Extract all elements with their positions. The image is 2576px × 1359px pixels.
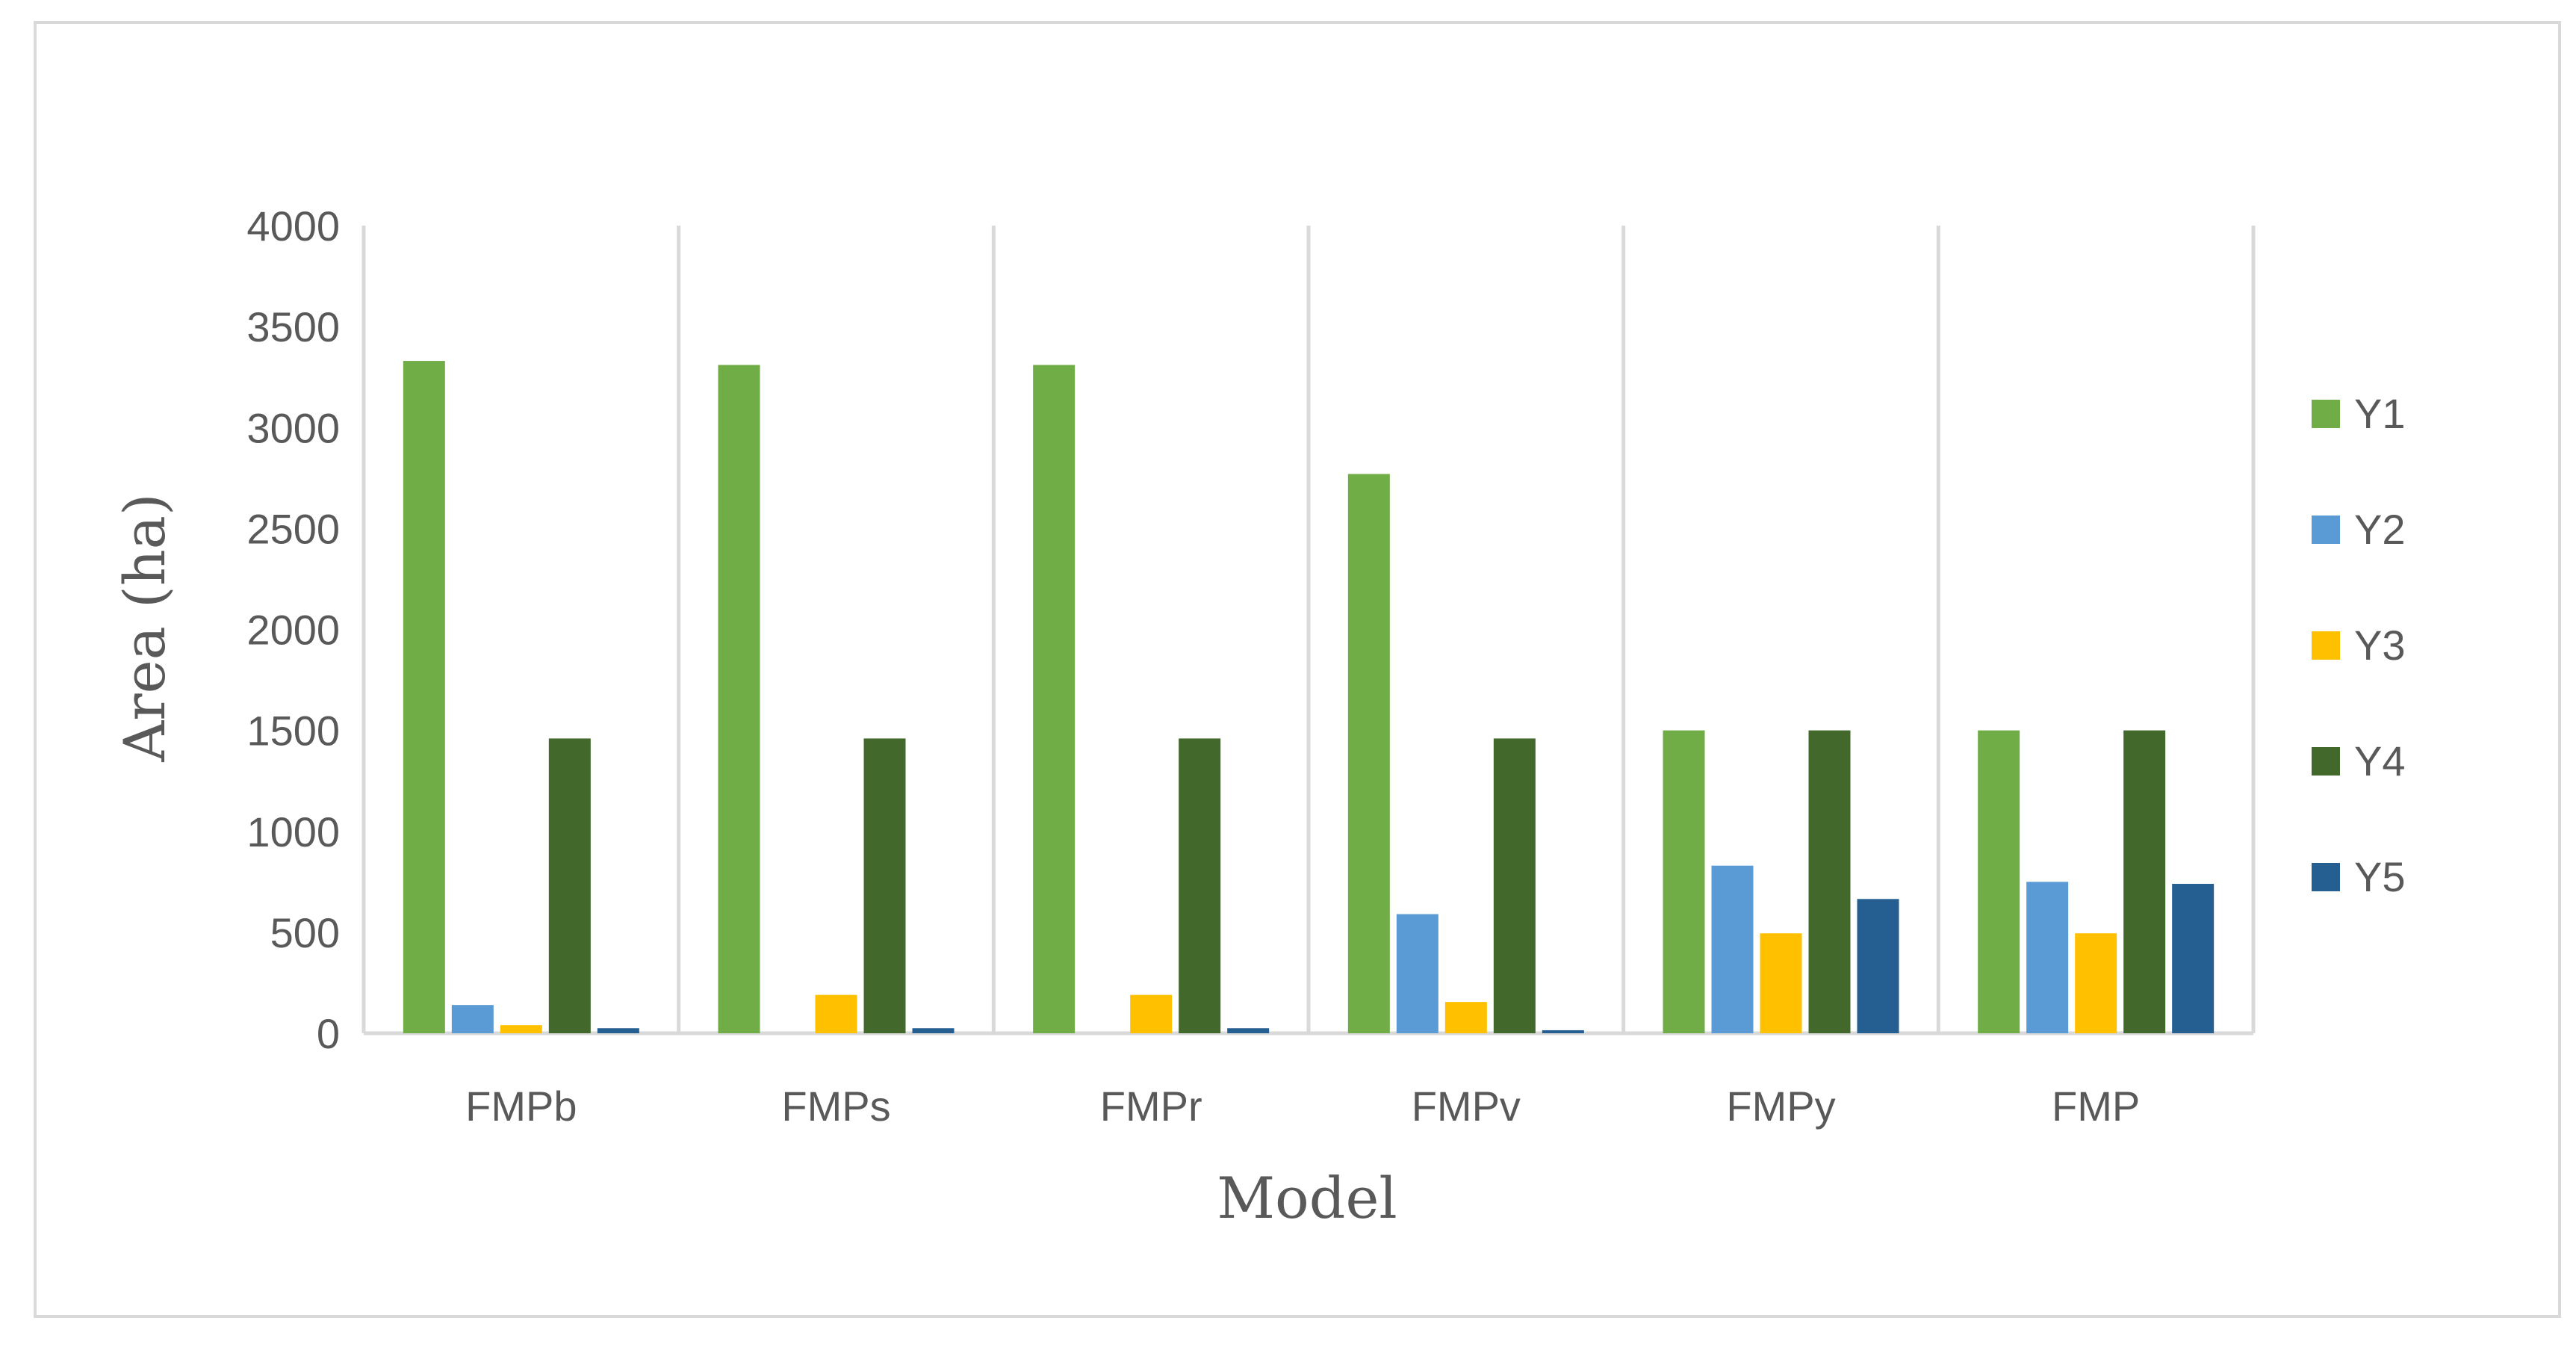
bar-y1-fmpy (1663, 730, 1705, 1033)
chart-frame: 0 500 1000 1500 2000 2500 3000 3500 4000 FMPb FMP… (34, 21, 2561, 1318)
x-tick-label: FMPy (1726, 1083, 1835, 1130)
legend-swatch-y4 (2312, 747, 2340, 776)
bar-y5-fmp (2172, 884, 2215, 1033)
bar-y3-fmpv (1444, 1002, 1487, 1033)
legend-label-y3: Y3 (2354, 622, 2406, 669)
x-tick-label: FMP (2052, 1083, 2140, 1130)
bar-y1-fmpr (1033, 365, 1076, 1033)
legend: Y1 Y2 Y3 Y4 Y5 (2312, 390, 2406, 900)
bars (403, 361, 2215, 1033)
legend-swatch-y3 (2312, 631, 2340, 660)
bar-y3-fmpb (500, 1025, 542, 1033)
bar-y2-fmp (2026, 882, 2069, 1033)
y-tick-label: 3000 (246, 404, 340, 451)
bar-y4-fmpv (1493, 738, 1536, 1033)
legend-label-y5: Y5 (2354, 853, 2406, 900)
bar-y3-fmpy (1760, 933, 1802, 1033)
bar-y5-fmps (912, 1028, 955, 1033)
y-tick-label: 2000 (246, 607, 340, 654)
y-tick-label: 1000 (246, 808, 340, 855)
bar-y4-fmpy (1808, 730, 1851, 1033)
bar-y1-fmp (1978, 730, 2020, 1033)
y-axis-ticks: 0 500 1000 1500 2000 2500 3000 3500 4000 (246, 202, 340, 1057)
y-tick-label: 1500 (246, 708, 340, 755)
legend-label-y4: Y4 (2354, 737, 2406, 784)
legend-label-y1: Y1 (2354, 390, 2406, 437)
legend-swatch-y1 (2312, 400, 2340, 428)
bar-y4-fmpb (548, 738, 591, 1033)
bar-y5-fmpb (597, 1028, 639, 1033)
legend-label-y2: Y2 (2354, 506, 2406, 553)
bar-y2-fmpy (1711, 865, 1754, 1033)
x-tick-label: FMPb (465, 1083, 577, 1130)
bar-y4-fmpr (1179, 738, 1221, 1033)
bar-y5-fmpv (1542, 1030, 1584, 1033)
bar-y5-fmpr (1227, 1028, 1270, 1033)
x-tick-label: FMPr (1100, 1083, 1202, 1130)
bar-y2-fmpv (1396, 914, 1438, 1033)
x-axis-categories: FMPb FMPs FMPr FMPv FMPy FMP (465, 1083, 2140, 1130)
x-axis-title: Model (1217, 1165, 1397, 1231)
y-tick-label: 4000 (246, 202, 340, 250)
legend-swatch-y2 (2312, 516, 2340, 544)
x-tick-label: FMPv (1412, 1083, 1521, 1130)
bar-y3-fmp (2075, 933, 2117, 1033)
y-tick-label: 500 (270, 909, 340, 956)
bar-y1-fmps (718, 365, 760, 1033)
y-tick-label: 2500 (246, 505, 340, 552)
legend-swatch-y5 (2312, 863, 2340, 891)
gridlines (361, 226, 2256, 1035)
bar-y3-fmps (815, 994, 857, 1033)
bar-y4-fmp (2123, 730, 2166, 1033)
bar-y1-fmpb (403, 361, 445, 1033)
y-axis-title: Area (ha) (111, 493, 178, 762)
bar-y5-fmpy (1857, 899, 1899, 1033)
y-tick-label: 0 (317, 1010, 340, 1057)
x-tick-label: FMPs (781, 1083, 890, 1130)
y-tick-label: 3500 (246, 303, 340, 350)
bar-y4-fmps (863, 738, 906, 1033)
bar-y1-fmpv (1347, 474, 1390, 1033)
bar-y3-fmpr (1130, 994, 1173, 1033)
bar-y2-fmpb (451, 1005, 494, 1033)
